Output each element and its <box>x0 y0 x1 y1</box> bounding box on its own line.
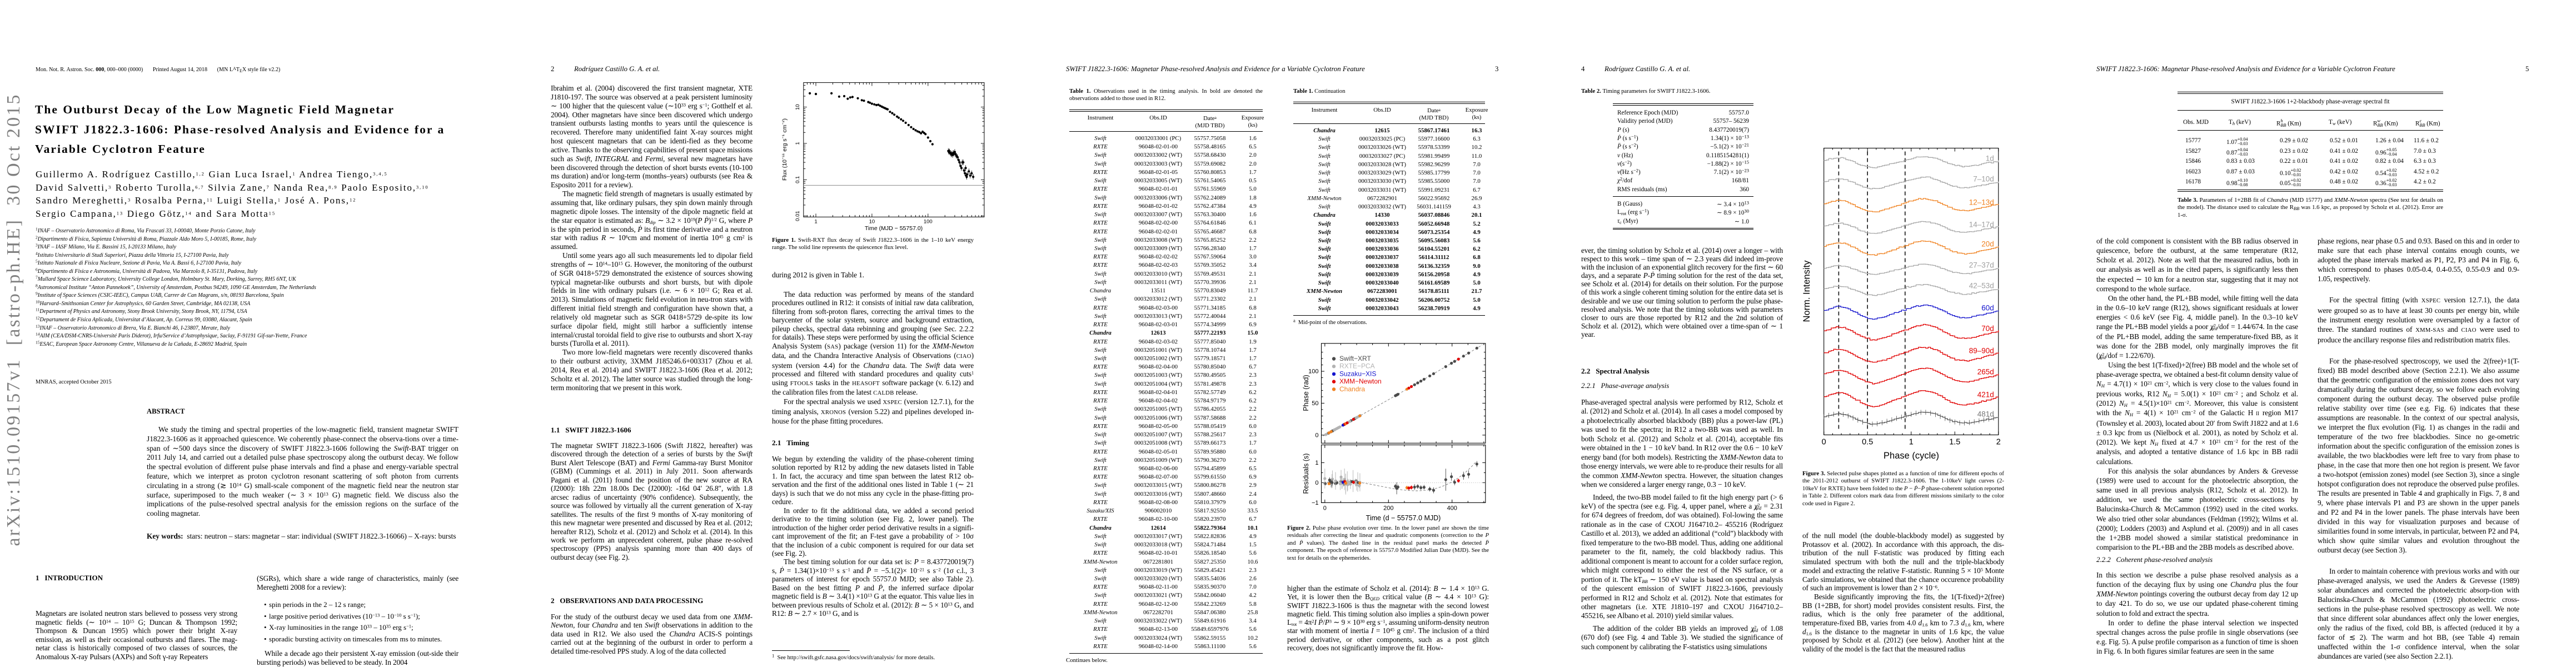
svg-text:10: 10 <box>795 104 801 110</box>
svg-text:60d: 60d <box>1981 304 1994 312</box>
svg-text:1.5: 1.5 <box>1949 437 1960 446</box>
svg-text:Residuals (s): Residuals (s) <box>1302 454 1310 494</box>
svg-text:Time (MJD − 55757.0): Time (MJD − 55757.0) <box>865 225 923 232</box>
svg-text:Chandra: Chandra <box>1339 385 1365 393</box>
svg-text:Suzaku−XIS: Suzaku−XIS <box>1339 370 1376 377</box>
svg-text:421d: 421d <box>1977 391 1994 399</box>
svg-text:−1: −1 <box>1312 500 1319 506</box>
svg-text:400: 400 <box>1447 505 1457 511</box>
svg-text:20d: 20d <box>1981 240 1994 248</box>
svg-text:7–10d: 7–10d <box>1973 175 1994 183</box>
svg-text:0: 0 <box>1323 505 1327 511</box>
svg-text:89–90d: 89–90d <box>1969 347 1994 355</box>
svg-text:14–17d: 14–17d <box>1969 221 1994 229</box>
svg-text:0.5: 0.5 <box>1862 437 1873 446</box>
svg-text:RXTE−PCA: RXTE−PCA <box>1339 362 1375 370</box>
svg-text:1: 1 <box>795 142 801 145</box>
svg-text:XMM−Newton: XMM−Newton <box>1339 377 1382 385</box>
svg-text:Time (d − 55757.0 MJD): Time (d − 55757.0 MJD) <box>1366 514 1441 522</box>
svg-text:42–53d: 42–53d <box>1969 282 1994 290</box>
svg-text:0: 0 <box>1315 480 1318 486</box>
svg-text:50: 50 <box>1312 400 1318 407</box>
svg-text:0.1: 0.1 <box>795 176 801 183</box>
svg-text:Norm. Intensity: Norm. Intensity <box>1802 260 1812 322</box>
svg-text:27–37d: 27–37d <box>1969 261 1994 270</box>
svg-text:200: 200 <box>1383 505 1393 511</box>
svg-text:0.01: 0.01 <box>795 211 801 221</box>
svg-text:Flux (10−11 erg s−1 cm−2): Flux (10−11 erg s−1 cm−2) <box>782 118 788 181</box>
svg-text:1: 1 <box>1909 437 1914 446</box>
svg-text:70d: 70d <box>1981 325 1994 333</box>
svg-text:1: 1 <box>1315 460 1318 466</box>
svg-text:12–13d: 12–13d <box>1969 198 1994 207</box>
svg-text:Swift−XRT: Swift−XRT <box>1339 355 1371 362</box>
svg-text:Phase (rad): Phase (rad) <box>1302 375 1310 411</box>
svg-text:2: 2 <box>1996 437 2001 446</box>
svg-text:Phase (cycle): Phase (cycle) <box>1884 451 1939 461</box>
svg-text:1: 1 <box>814 218 817 225</box>
svg-text:0: 0 <box>1822 437 1826 446</box>
svg-text:100: 100 <box>1308 369 1318 375</box>
svg-text:10: 10 <box>869 218 875 225</box>
svg-text:0: 0 <box>1315 432 1318 439</box>
svg-text:481d: 481d <box>1977 410 1994 419</box>
svg-text:100: 100 <box>924 218 933 225</box>
svg-text:1d: 1d <box>1986 155 1994 163</box>
svg-text:265d: 265d <box>1977 368 1994 376</box>
